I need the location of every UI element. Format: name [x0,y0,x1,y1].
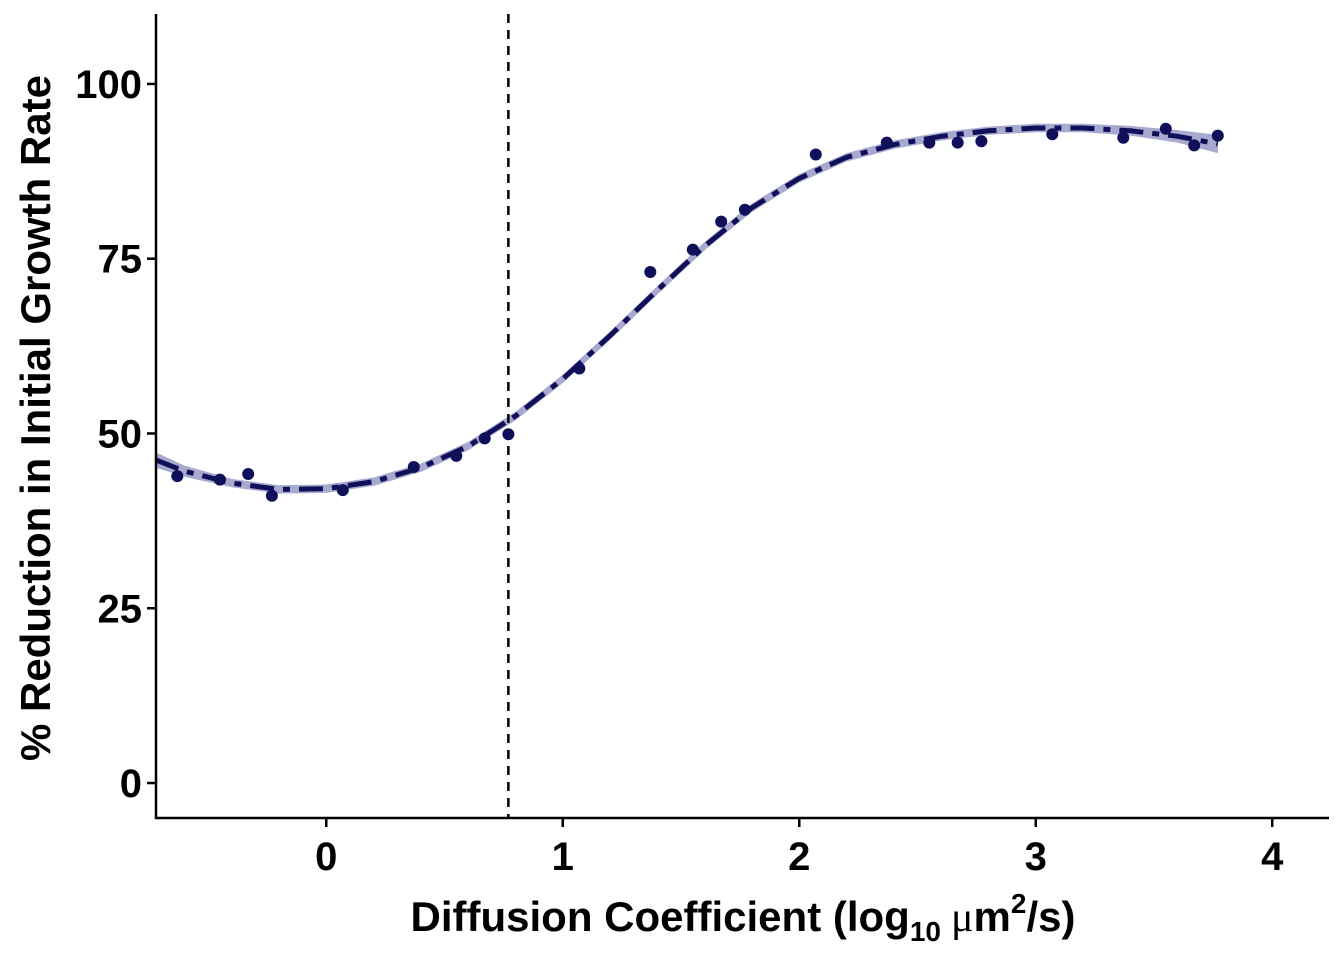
data-point [738,203,751,216]
x-title-prefix: Diffusion Coefficient (log [411,893,910,940]
x-tick-label: 0 [315,835,337,879]
confidence-band [156,123,1218,494]
y-tick-label: 25 [98,587,143,631]
data-point [975,135,988,148]
data-point [715,215,728,228]
x-title-subscript: 10 [910,916,941,947]
data-point [573,362,586,375]
data-point [1046,128,1059,141]
data-point [478,432,491,445]
data-point [923,136,936,149]
data-point [407,461,420,473]
x-title-mu: μ [951,895,974,941]
x-axis-title: Diffusion Coefficient (log10 μm2/s) [411,888,1076,947]
axes-layer [154,14,1329,820]
fit-line [155,125,1219,492]
data-point [502,428,515,441]
confidence-band-layer [156,123,1218,494]
data-point [1117,131,1130,144]
data-point [242,468,255,480]
fit-line-layer [155,125,1219,492]
data-point [1188,139,1201,152]
data-point [1159,122,1172,135]
y-tick-label: 0 [120,762,142,806]
y-tick-label: 75 [98,238,143,282]
data-point [951,136,964,149]
ticks-layer: 0 1 2 3 4 0 25 50 75 100 [75,63,1284,879]
data-point [1211,129,1224,142]
x-tick-label: 2 [788,835,810,879]
data-point [265,489,278,502]
x-title-superscript: 2 [1011,888,1027,919]
x-title-suffix: /s) [1026,893,1075,940]
y-tick-label: 50 [98,412,143,456]
y-axis-title: % Reduction in Initial Growth Rate [12,75,59,761]
y-tick-label: 100 [75,63,142,107]
data-point [880,136,893,149]
data-point [171,470,184,483]
data-point [336,484,349,497]
data-points-layer [171,122,1224,502]
data-point [450,449,463,462]
x-tick-label: 4 [1261,835,1284,879]
data-point [809,148,822,161]
x-tick-label: 3 [1025,835,1047,879]
x-tick-label: 1 [552,835,574,879]
data-point [213,473,226,486]
data-point [644,266,657,278]
x-title-unit: m [974,893,1011,940]
data-point [686,243,699,256]
